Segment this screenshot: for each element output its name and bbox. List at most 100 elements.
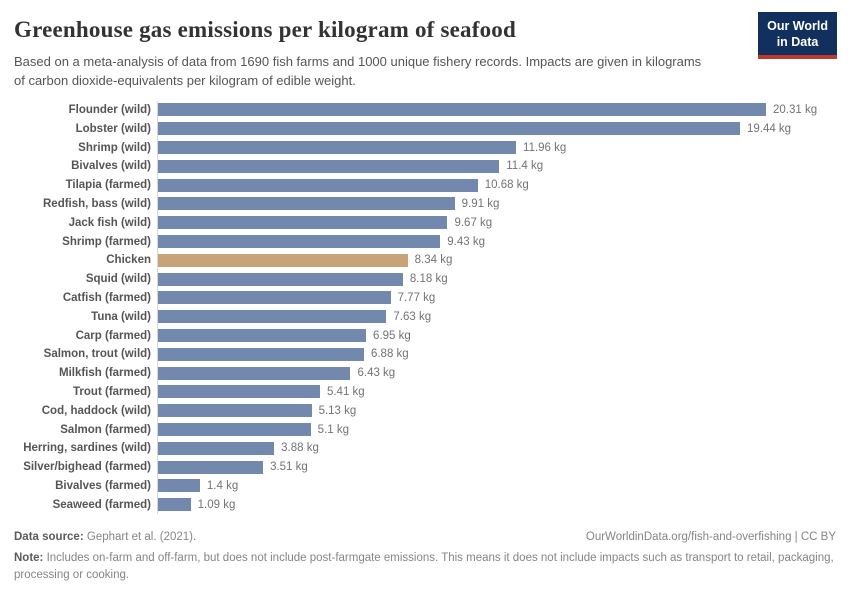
bar-shrimp-wild[interactable] [158, 141, 517, 155]
row-label-cod-haddock-wild: Cod, haddock (wild) [41, 404, 151, 417]
row-label-flounder-wild: Flounder (wild) [68, 103, 151, 116]
chart-row-tuna-wild: Tuna (wild) 7.63 kg [14, 307, 836, 327]
row-label-jack-fish-wild: Jack fish (wild) [68, 216, 151, 229]
bar-track-salmon-trout-wild: 6.88 kg [157, 344, 836, 364]
bar-track-tuna-wild: 7.63 kg [157, 307, 836, 327]
bar-herring-sardines-wild[interactable] [158, 441, 275, 455]
chart-row-catfish-farmed: Catfish (farmed) 7.77 kg [14, 288, 836, 308]
bar-tilapia-farmed[interactable] [158, 178, 478, 192]
bar-redfish-bass-wild[interactable] [158, 197, 455, 211]
value-label-trout-farmed: 5.41 kg [326, 385, 365, 398]
bar-silver-bighead-farmed[interactable] [158, 460, 264, 474]
chart-row-bivalves-farmed: Bivalves (farmed) 1.4 kg [14, 476, 836, 496]
value-label-herring-sardines-wild: 3.88 kg [281, 442, 319, 455]
bar-track-milkfish-farmed: 6.43 kg [157, 363, 836, 383]
row-label-bivalves-wild: Bivalves (wild) [71, 160, 151, 173]
bar-track-lobster-wild: 19.44 kg [157, 119, 836, 139]
bar-track-redfish-bass-wild: 9.91 kg [157, 194, 836, 214]
bar-track-tilapia-farmed: 10.68 kg [157, 175, 836, 195]
bar-track-herring-sardines-wild: 3.88 kg [157, 438, 836, 458]
chart-row-tilapia-farmed: Tilapia (farmed) 10.68 kg [14, 175, 836, 195]
bar-bivalves-wild[interactable] [158, 159, 500, 173]
chart-row-milkfish-farmed: Milkfish (farmed) 6.43 kg [14, 363, 836, 383]
bar-flounder-wild[interactable] [158, 103, 766, 117]
bar-salmon-farmed[interactable] [158, 423, 311, 437]
chart-row-redfish-bass-wild: Redfish, bass (wild) 9.91 kg [14, 194, 836, 214]
chart-row-jack-fish-wild: Jack fish (wild) 9.67 kg [14, 213, 836, 233]
bar-jack-fish-wild[interactable] [158, 216, 448, 230]
chart-row-bivalves-wild: Bivalves (wild) 11.4 kg [14, 156, 836, 176]
row-label-carp-farmed: Carp (farmed) [75, 329, 151, 342]
value-label-bivalves-wild: 11.4 kg [506, 160, 544, 173]
bar-track-trout-farmed: 5.41 kg [157, 382, 836, 402]
row-label-silver-bighead-farmed: Silver/bighead (farmed) [23, 461, 151, 474]
value-label-chicken: 8.34 kg [414, 254, 453, 267]
bar-track-carp-farmed: 6.95 kg [157, 326, 836, 345]
bar-squid-wild[interactable] [158, 272, 403, 286]
chart-row-herring-sardines-wild: Herring, sardines (wild) 3.88 kg [14, 438, 836, 458]
owid-logo-line2: in Data [776, 35, 819, 50]
owid-logo-line1: Our World [767, 19, 828, 33]
row-label-milkfish-farmed: Milkfish (farmed) [58, 367, 151, 380]
chart-row-lobster-wild: Lobster (wild) 19.44 kg [14, 119, 836, 139]
chart-row-seaweed-farmed: Seaweed (farmed) 1.09 kg [14, 495, 836, 515]
page-title: Greenhouse gas emissions per kilogram of… [14, 17, 516, 42]
bar-seaweed-farmed[interactable] [158, 498, 191, 512]
chart-row-chicken: Chicken 8.34 kg [14, 250, 836, 270]
value-label-shrimp-farmed: 9.43 kg [447, 235, 486, 248]
chart-row-shrimp-farmed: Shrimp (farmed) 9.43 kg [14, 232, 836, 251]
chart-row-silver-bighead-farmed: Silver/bighead (farmed) 3.51 kg [14, 457, 836, 477]
bar-track-jack-fish-wild: 9.67 kg [157, 213, 836, 233]
row-label-catfish-farmed: Catfish (farmed) [62, 291, 151, 304]
chart-row-carp-farmed: Carp (farmed) 6.95 kg [14, 326, 836, 345]
bar-trout-farmed[interactable] [158, 385, 320, 399]
value-label-salmon-farmed: 5.1 kg [317, 423, 349, 436]
bar-lobster-wild[interactable] [158, 122, 740, 136]
chart-row-squid-wild: Squid (wild) 8.18 kg [14, 269, 836, 289]
bar-track-silver-bighead-farmed: 3.51 kg [157, 457, 836, 477]
value-label-flounder-wild: 20.31 kg [773, 103, 818, 116]
chart-row-cod-haddock-wild: Cod, haddock (wild) 5.13 kg [14, 401, 836, 421]
bar-shrimp-farmed[interactable] [158, 235, 441, 249]
url-credit[interactable]: OurWorldinData.org/fish-and-overfishing … [585, 531, 836, 544]
bar-track-catfish-farmed: 7.77 kg [157, 288, 836, 308]
row-label-salmon-trout-wild: Salmon, trout (wild) [43, 348, 151, 361]
chart-row-trout-farmed: Trout (farmed) 5.41 kg [14, 382, 836, 402]
bar-carp-farmed[interactable] [158, 329, 367, 343]
row-label-squid-wild: Squid (wild) [85, 273, 151, 286]
bar-track-chicken: 8.34 kg [157, 250, 836, 270]
value-label-bivalves-farmed: 1.4 kg [206, 479, 239, 492]
bar-track-flounder-wild: 20.31 kg [157, 100, 836, 120]
chart-row-flounder-wild: Flounder (wild) 20.31 kg [14, 100, 836, 120]
chart-note: Note: Includes on-farm and off-farm, but… [14, 550, 836, 585]
value-label-squid-wild: 8.18 kg [409, 273, 448, 286]
value-label-salmon-trout-wild: 6.88 kg [370, 348, 409, 361]
bar-tuna-wild[interactable] [158, 310, 387, 324]
chart-row-salmon-farmed: Salmon (farmed) 5.1 kg [14, 420, 836, 439]
value-label-lobster-wild: 19.44 kg [746, 122, 792, 135]
chart-subtitle: Based on a meta-analysis of data from 16… [14, 53, 702, 89]
value-label-milkfish-farmed: 6.43 kg [357, 367, 396, 380]
bar-chicken[interactable] [158, 253, 408, 267]
data-source-label: Data source: [14, 531, 84, 544]
bar-track-shrimp-farmed: 9.43 kg [157, 232, 836, 251]
value-label-catfish-farmed: 7.77 kg [397, 291, 436, 304]
owid-logo[interactable]: Our World in Data [758, 12, 837, 59]
bar-track-bivalves-farmed: 1.4 kg [157, 476, 836, 496]
bar-milkfish-farmed[interactable] [158, 366, 351, 380]
bar-salmon-trout-wild[interactable] [158, 347, 364, 361]
data-source: Data source: Gephart et al. (2021). [14, 531, 196, 543]
row-label-herring-sardines-wild: Herring, sardines (wild) [23, 442, 151, 455]
row-label-trout-farmed: Trout (farmed) [73, 385, 151, 398]
bar-catfish-farmed[interactable] [158, 291, 391, 305]
bar-cod-haddock-wild[interactable] [158, 404, 312, 418]
bar-track-seaweed-farmed: 1.09 kg [157, 495, 836, 515]
value-label-tilapia-farmed: 10.68 kg [484, 179, 529, 192]
bar-bivalves-farmed[interactable] [158, 479, 200, 493]
bar-track-shrimp-wild: 11.96 kg [157, 138, 836, 157]
row-label-chicken: Chicken [106, 254, 151, 267]
bar-track-bivalves-wild: 11.4 kg [157, 156, 836, 176]
row-label-seaweed-farmed: Seaweed (farmed) [52, 498, 151, 511]
row-label-salmon-farmed: Salmon (farmed) [60, 423, 151, 436]
